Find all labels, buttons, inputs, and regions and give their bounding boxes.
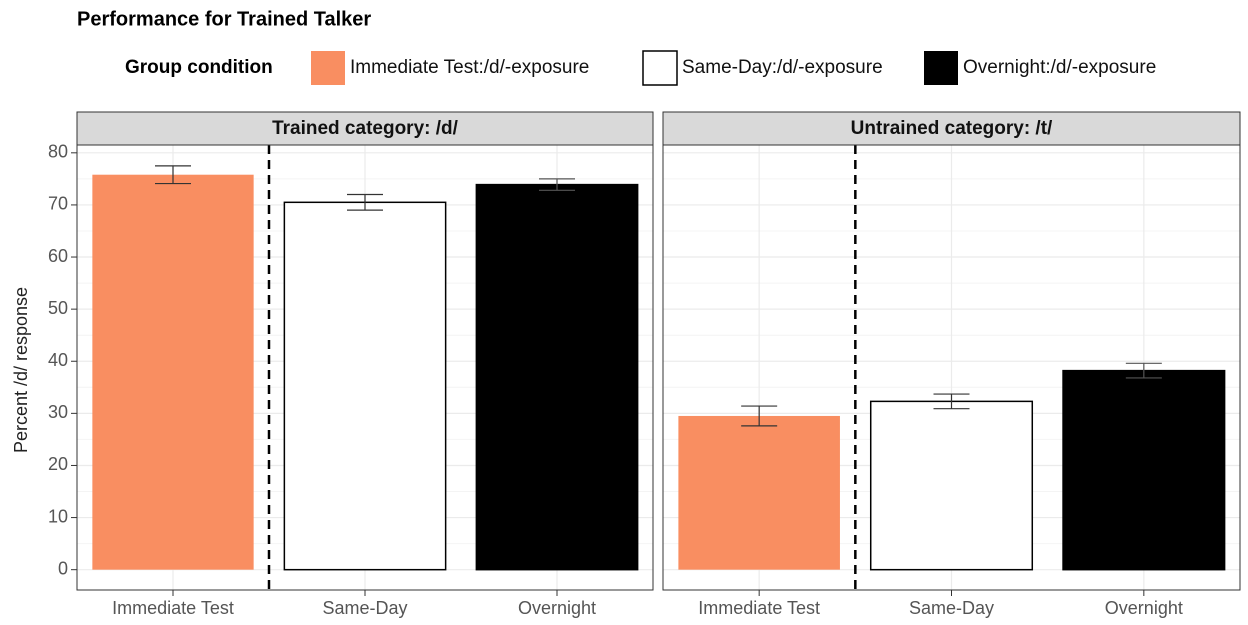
bar (92, 174, 254, 570)
legend-label: Same-Day:/d/-exposure (682, 57, 883, 78)
legend-label: Overnight:/d/-exposure (963, 57, 1156, 78)
strip-label: Untrained category: /t/ (851, 118, 1053, 139)
y-tick-label: 70 (48, 194, 68, 214)
chart-title: Performance for Trained Talker (77, 8, 371, 30)
y-axis-label: Percent /d/ response (11, 287, 31, 453)
strip-background (662, 111, 1241, 146)
legend-swatch (311, 51, 345, 85)
bar (475, 183, 639, 571)
x-tick-label: Overnight (1105, 598, 1183, 618)
y-tick-label: 30 (48, 402, 68, 422)
bar (869, 400, 1034, 571)
panel-border (662, 144, 1241, 591)
y-tick-label: 20 (48, 454, 68, 474)
y-tick-label: 0 (58, 558, 68, 578)
x-tick-label: Same-Day (909, 598, 994, 618)
y-tick-label: 40 (48, 350, 68, 370)
x-tick-label: Same-Day (322, 598, 407, 618)
y-tick-label: 60 (48, 246, 68, 266)
y-tick-label: 50 (48, 298, 68, 318)
legend-swatch (642, 50, 678, 86)
bar (678, 415, 840, 570)
bar (283, 201, 447, 571)
x-tick-label: Immediate Test (698, 598, 820, 618)
legend-title: Group condition (125, 57, 273, 78)
strip-background (76, 111, 654, 146)
y-tick-label: 10 (48, 506, 68, 526)
legend-swatch (924, 51, 958, 85)
bar (1062, 369, 1226, 571)
panel-border (76, 144, 654, 591)
legend-label: Immediate Test:/d/-exposure (350, 57, 589, 78)
strip-label: Trained category: /d/ (272, 118, 459, 139)
x-tick-label: Overnight (518, 598, 596, 618)
x-tick-label: Immediate Test (112, 598, 234, 618)
y-tick-label: 80 (48, 142, 68, 162)
